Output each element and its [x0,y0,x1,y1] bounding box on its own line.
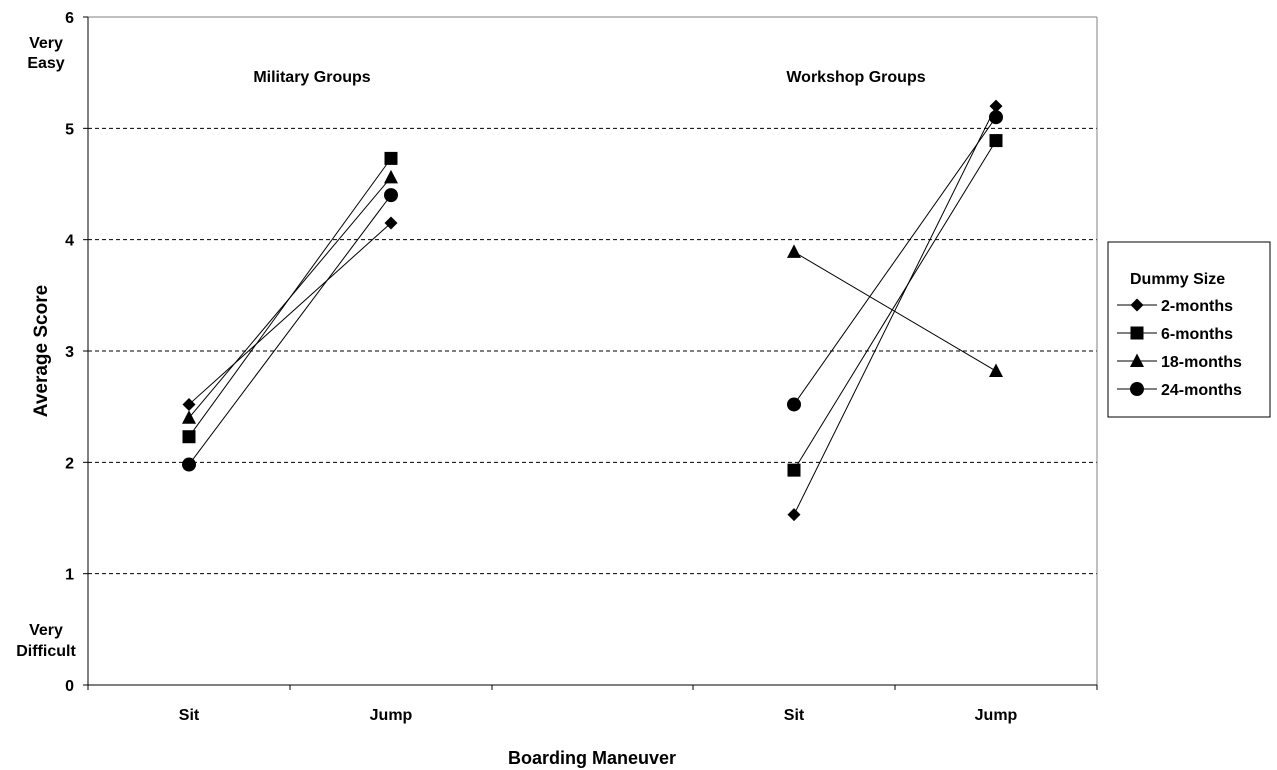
legend-marker-18-months [1130,353,1144,367]
data-point-workshop-18-months-jump [989,363,1003,378]
data-point-military-2-months-jump [384,216,398,230]
series-layer [182,99,1003,522]
group-title-workshop: Workshop Groups [786,69,925,86]
y-axis-title: Average Score [31,285,52,417]
y-annotation-very-easy-line2: Easy [27,55,64,72]
data-point-military-24-months-sit [182,457,196,472]
data-point-workshop-6-months-jump [989,134,1003,148]
y-annotation-very-difficult-line1: Very [29,622,63,639]
y-tick-label: 5 [65,121,74,138]
data-point-military-2-months-sit [182,397,196,411]
x-tick-label-jump: Jump [370,707,413,724]
series-line-workshop-6-months [793,140,997,471]
y-tick-label: 3 [65,344,74,361]
gridlines [88,16,1098,685]
y-tick-label: 0 [65,678,74,695]
data-point-workshop-6-months-sit [787,463,801,477]
data-point-military-18-months-sit [182,410,196,424]
series-line-workshop-2-months [793,105,997,515]
series-line-military-2-months [188,222,392,405]
legend-marker-24-months [1130,382,1144,396]
y-annotation-very-easy-line1: Very [29,35,63,52]
y-tick-label: 2 [65,455,74,472]
legend-marker-6-months [1130,326,1144,340]
data-point-workshop-2-months-sit [787,508,801,522]
y-annotation-very-difficult-line2: Difficult [16,643,76,660]
y-tick-label: 4 [65,233,74,250]
x-axis-title: Boarding Maneuver [508,748,676,768]
x-tick-label-jump: Jump [975,707,1018,724]
data-point-workshop-24-months-sit [787,397,801,412]
data-point-military-24-months-jump [384,188,398,203]
x-tick-label-sit: Sit [784,707,805,724]
data-point-workshop-24-months-jump [989,110,1003,125]
legend-title: Dummy Size [1130,271,1225,288]
group-title-military: Military Groups [253,69,370,86]
legend-label-6-months: 6-months [1161,326,1233,343]
legend-label-18-months: 18-months [1161,354,1242,371]
x-tick-label-sit: Sit [179,707,200,724]
tick-labels: 0 1 2 3 4 5 6 Sit Jump Sit Jump [65,10,1098,724]
data-point-military-6-months-sit [182,430,196,444]
legend-marker-2-months [1130,298,1144,312]
series-line-workshop-18-months [793,251,997,372]
legend-label-2-months: 2-months [1161,298,1233,315]
legend-label-24-months: 24-months [1161,382,1242,399]
legend: Dummy Size 2-months 6-months 18-months 24-m… [1107,241,1271,418]
legend-items: 2-months 6-months 18-months 24-months [1117,298,1242,399]
series-line-workshop-24-months [793,116,997,405]
y-tick-label: 1 [65,567,74,584]
data-point-military-6-months-jump [384,151,398,165]
y-tick-label: 6 [65,10,74,27]
series-line-military-24-months [188,194,392,465]
series-line-military-18-months [188,176,392,419]
data-point-workshop-18-months-sit [787,244,801,258]
data-point-workshop-2-months-jump [989,99,1003,113]
data-point-military-18-months-jump [384,169,398,184]
